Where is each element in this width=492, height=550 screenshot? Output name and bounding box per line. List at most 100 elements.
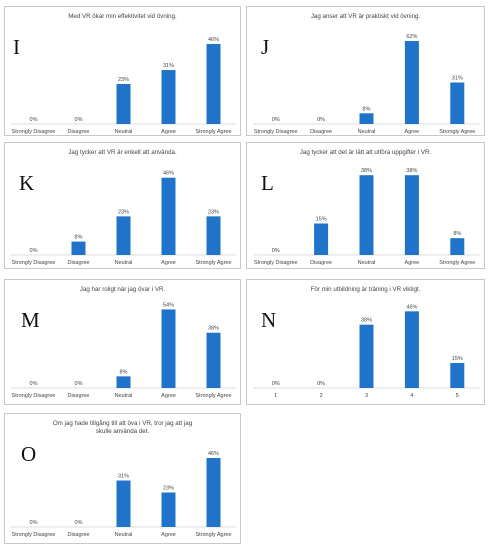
data-label: 38% [361, 168, 372, 174]
chart-title: För min utbildning är träning i VR vikti… [310, 286, 421, 293]
data-label: 38% [361, 318, 372, 324]
chart-letter: I [13, 35, 20, 59]
data-label: 0% [272, 117, 280, 123]
chart-letter: O [21, 442, 37, 466]
x-tick-label: Disagree [67, 129, 89, 135]
data-label: 46% [208, 37, 219, 43]
data-label: 0% [30, 381, 38, 387]
chart-title: Jag tycker att det är lätt att utföra up… [299, 149, 432, 156]
chart-panel-l: 0% Strongly Disagree 15% Disagree 38% Neutral… [246, 142, 485, 269]
chart-title: Med VR ökar min effektivitet vid övning. [68, 13, 177, 20]
x-tick-label: 5 [456, 393, 459, 399]
bar [359, 324, 374, 388]
x-tick-label: Disagree [310, 129, 332, 135]
bar [314, 223, 329, 255]
data-label: 8% [75, 235, 83, 241]
bar-chart-svg: 0% Strongly Disagree 0% Disagree 8% Neutral 54… [11, 302, 236, 399]
data-label: 8% [120, 369, 128, 375]
data-label: 46% [208, 451, 219, 457]
chart-panel-n: 0% 1 0% 2 38% 3 46% 4 15% 5 För min utbildning är … [246, 279, 485, 405]
bar [359, 113, 374, 124]
bar [161, 492, 176, 527]
x-tick-label: Strongly Agree [195, 260, 231, 266]
x-tick-label: 1 [274, 393, 277, 399]
chart-letter: M [21, 308, 40, 332]
data-label: 0% [317, 117, 325, 123]
bar [116, 376, 131, 388]
chart-panel-o: 0% Strongly Disagree 0% Disagree 31% Neutral 2… [4, 413, 241, 544]
data-label: 46% [163, 171, 174, 177]
bar [161, 309, 176, 388]
data-label: 38% [406, 168, 417, 174]
bar [71, 241, 86, 255]
bar [116, 216, 131, 255]
data-label: 0% [75, 381, 83, 387]
data-label: 15% [452, 356, 463, 362]
x-tick-label: Strongly Agree [439, 260, 475, 266]
x-tick-label: Agree [405, 129, 420, 135]
x-tick-label: Strongly Agree [439, 129, 475, 135]
bar-chart-svg: 0% Strongly Disagree 0% Disagree 23% Neutral 3… [11, 37, 236, 135]
bar [450, 82, 465, 124]
bar [161, 177, 176, 255]
x-tick-label: Strongly Disagree [12, 532, 56, 538]
x-tick-label: Neutral [358, 260, 376, 266]
data-label: 23% [163, 486, 174, 492]
bar [404, 311, 419, 388]
chart-title: Jag har roligt när jag övar i VR. [79, 286, 166, 293]
x-tick-label: Neutral [115, 532, 133, 538]
data-label: 0% [30, 117, 38, 123]
chart-panel-k: 0% Strongly Disagree 8% Disagree 23% Neutral 4… [4, 142, 241, 269]
data-label: 31% [452, 76, 463, 82]
bar [116, 480, 131, 527]
x-tick-label: Agree [405, 260, 420, 266]
chart-title: Om jag hade tillgång till att öva i VR, … [52, 420, 193, 435]
bar [450, 238, 465, 255]
x-tick-label: Neutral [115, 129, 133, 135]
bar [404, 41, 419, 125]
data-label: 23% [118, 77, 129, 83]
chart-title: Jag anser att VR är praktiskt vid övning… [310, 13, 421, 20]
x-tick-label: 2 [320, 393, 323, 399]
chart-panel-j: 0% Strongly Disagree 0% Disagree 8% Neutral 62… [246, 6, 485, 136]
data-label: 54% [163, 302, 174, 308]
data-label: 0% [272, 381, 280, 387]
chart-letter: N [261, 308, 277, 332]
chart-letter: K [19, 171, 35, 195]
x-tick-label: Agree [161, 532, 176, 538]
data-label: 0% [75, 117, 83, 123]
data-label: 23% [208, 209, 219, 215]
data-label: 0% [30, 248, 38, 254]
data-label: 46% [406, 304, 417, 310]
data-label: 0% [272, 248, 280, 254]
data-label: 38% [208, 326, 219, 332]
data-label: 31% [163, 63, 174, 69]
data-label: 15% [316, 217, 327, 223]
x-tick-label: Agree [161, 393, 176, 399]
x-tick-label: Neutral [358, 129, 376, 135]
bar [116, 83, 131, 124]
chart-panel-m: 0% Strongly Disagree 0% Disagree 8% Neutral 54… [4, 279, 241, 405]
x-tick-label: Agree [161, 260, 176, 266]
bar [450, 363, 465, 388]
data-label: 0% [30, 520, 38, 526]
x-tick-label: Strongly Disagree [12, 260, 56, 266]
x-tick-label: Strongly Agree [195, 532, 231, 538]
bar-chart-svg: 0% Strongly Disagree 0% Disagree 31% Neutral 2… [11, 451, 236, 538]
x-tick-label: Neutral [115, 260, 133, 266]
x-tick-label: Strongly Disagree [254, 260, 298, 266]
x-tick-label: Disagree [67, 260, 89, 266]
x-tick-label: Disagree [67, 393, 89, 399]
x-tick-label: Strongly Disagree [12, 393, 56, 399]
x-tick-label: Strongly Disagree [12, 129, 56, 135]
bar-chart-svg: 0% Strongly Disagree 15% Disagree 38% Neutral… [253, 168, 480, 266]
bar-chart-svg: 0% Strongly Disagree 8% Disagree 23% Neutral 4… [11, 171, 236, 266]
bar [161, 70, 176, 124]
chart-letter: L [261, 171, 274, 195]
x-tick-label: 3 [365, 393, 368, 399]
bar [359, 175, 374, 255]
chart-letter: J [261, 35, 270, 59]
data-label: 8% [363, 106, 371, 112]
data-label: 8% [453, 231, 461, 237]
bar-chart-svg: 0% Strongly Disagree 0% Disagree 8% Neutral 62… [253, 34, 480, 135]
